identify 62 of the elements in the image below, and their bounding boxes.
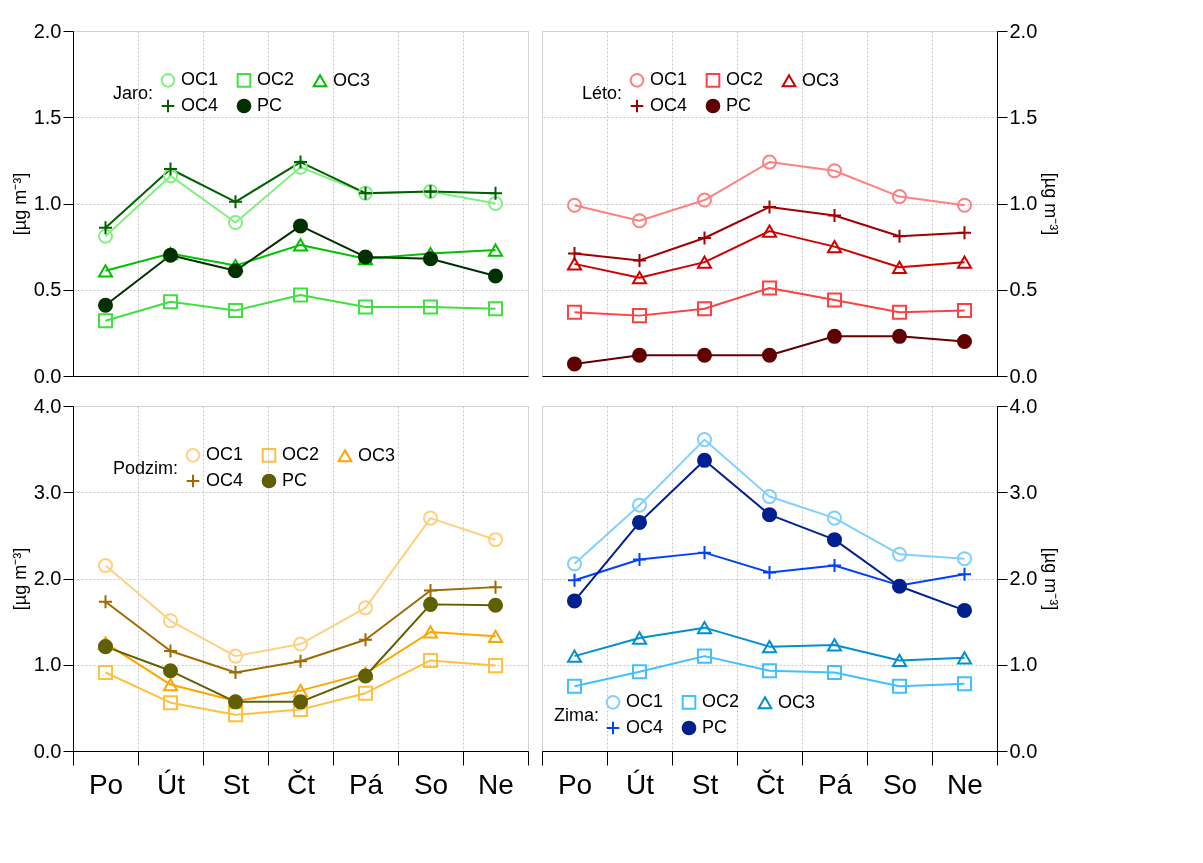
y-tick-label: 0.5 (33, 278, 62, 301)
legend-label: PC (702, 717, 728, 737)
legend-label: OC1 (650, 69, 688, 90)
y-tick-label: 2.0 (1009, 19, 1038, 42)
y-axis-title: [µg m⁻³] (9, 172, 30, 236)
x-tick-label: Pá (348, 768, 384, 800)
legend-label: OC3 (802, 69, 840, 90)
y-tick-label: 1.0 (1009, 192, 1038, 214)
x-tick-label: Čt (756, 768, 785, 800)
y-tick-label: 1.5 (1009, 105, 1038, 128)
legend-label: OC4 (206, 470, 244, 490)
legend-label: OC1 (181, 69, 219, 90)
y-tick-label: 0.0 (1009, 739, 1038, 762)
y-tick-label: 1.0 (1009, 653, 1038, 676)
x-tick-label: So (413, 768, 449, 800)
legend-label: OC1 (206, 444, 244, 465)
x-tick-label: Po (88, 768, 124, 800)
y-tick-label: 1.0 (33, 192, 62, 214)
y-tick-label: 3.0 (33, 480, 62, 503)
x-tick-label: Út (157, 768, 186, 800)
x-tick-label: Ne (947, 768, 983, 800)
y-tick-label: 2.0 (33, 19, 62, 42)
y-tick-label: 0.0 (33, 364, 62, 387)
legend-label: OC4 (650, 95, 688, 115)
x-tick-label: So (882, 768, 918, 800)
legend-title: Léto: (582, 83, 623, 103)
y-axis-title: [µg m⁻³] (9, 547, 30, 611)
legend-label: OC2 (282, 444, 320, 465)
x-tick-label: Pá (817, 768, 853, 800)
y-tick-label: 1.0 (33, 653, 62, 676)
legend-label: PC (282, 470, 308, 490)
x-tick-label: Ne (478, 768, 514, 800)
x-tick-label: Po (557, 768, 593, 800)
x-tick-label: Út (626, 768, 655, 800)
legend-label: OC2 (726, 69, 764, 90)
legend-label: OC1 (626, 691, 664, 712)
x-tick-label: St (691, 768, 719, 800)
y-tick-label: 2.0 (33, 567, 62, 589)
y-tick-label: 1.5 (33, 105, 62, 128)
y-tick-label: 2.0 (1009, 567, 1038, 589)
y-tick-label: 3.0 (1009, 480, 1038, 503)
legend-title: Jaro: (113, 83, 154, 103)
y-axis-title: [µg m⁻³] (1041, 547, 1062, 611)
y-tick-label: 0.0 (33, 739, 62, 762)
y-tick-label: 4.0 (33, 394, 62, 417)
legend-label: OC3 (358, 444, 396, 465)
y-tick-label: 4.0 (1009, 394, 1038, 417)
x-tick-label: Čt (287, 768, 316, 800)
legend-title: Zima: (554, 705, 599, 725)
legend-label: PC (726, 95, 752, 115)
y-tick-label: 0.0 (1009, 364, 1038, 387)
legend-label: PC (257, 95, 283, 115)
legend-label: OC2 (257, 69, 295, 90)
y-tick-label: 0.5 (1009, 278, 1038, 301)
legend-label: OC3 (333, 69, 371, 90)
legend-title: Podzim: (113, 458, 179, 478)
legend-label: OC3 (778, 691, 816, 712)
legend-label: OC4 (626, 717, 664, 737)
legend-label: OC4 (181, 95, 219, 115)
y-axis-title: [µg m⁻³] (1041, 172, 1062, 236)
x-tick-label: St (222, 768, 250, 800)
legend-label: OC2 (702, 691, 740, 712)
